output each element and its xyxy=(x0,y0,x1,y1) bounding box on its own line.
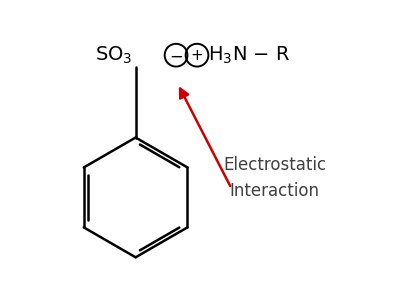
Text: H$_3$N $-$ R: H$_3$N $-$ R xyxy=(208,45,291,66)
Text: $-$: $-$ xyxy=(169,46,183,64)
Text: Electrostatic
Interaction: Electrostatic Interaction xyxy=(223,156,326,200)
Text: SO$_3$: SO$_3$ xyxy=(95,45,133,66)
Text: $+$: $+$ xyxy=(191,48,204,63)
